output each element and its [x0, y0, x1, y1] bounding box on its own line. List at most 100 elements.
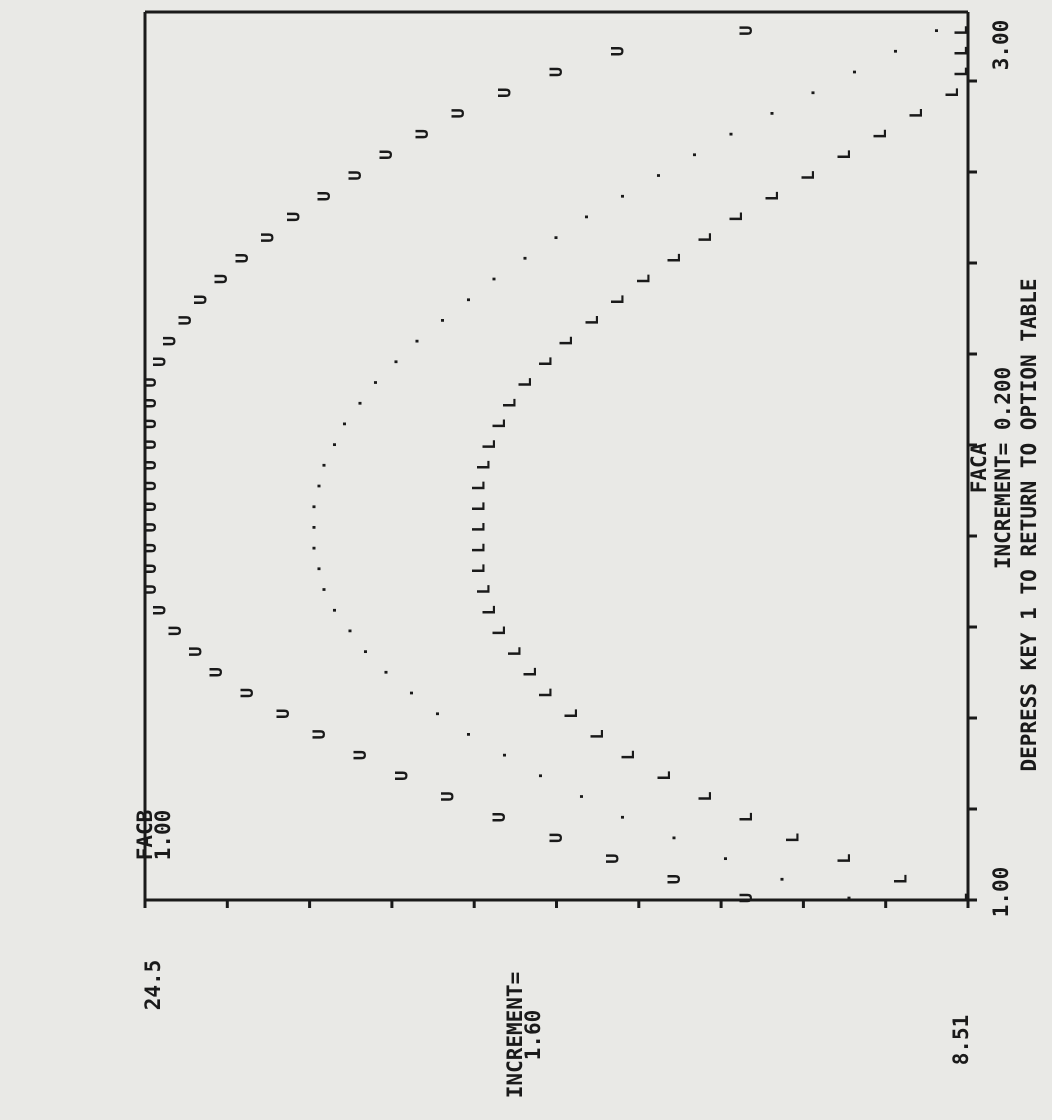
series-1-point: U	[150, 357, 170, 367]
data-marks: UUUUUUUUUUUUUUUUUUUUUUUUUUUUUUUUUUUUUUUU…	[141, 25, 972, 903]
series-1-point: U	[207, 667, 227, 677]
y-axis-title: FACB	[133, 810, 157, 861]
series-1-point: U	[346, 170, 366, 180]
series-3-point: L	[521, 667, 541, 677]
series-1-point: U	[141, 543, 161, 553]
series-1-point: U	[547, 833, 567, 843]
series-3-point: L	[655, 771, 675, 781]
series-1-point: U	[166, 626, 186, 636]
series-1-point: U	[150, 605, 170, 615]
series-3-point: L	[516, 377, 536, 387]
series-2-point: ·	[305, 543, 325, 553]
series-1-point: U	[351, 750, 371, 760]
series-3-point: L	[500, 398, 520, 408]
series-2-point: ·	[614, 812, 634, 822]
series-2-point: ·	[650, 170, 670, 180]
series-2-point: ·	[434, 315, 454, 325]
y-increment-label: INCREMENT=	[503, 972, 527, 1098]
series-1-point: U	[490, 812, 510, 822]
series-3-point: L	[480, 605, 500, 615]
series-1-point: U	[603, 853, 623, 863]
series-1-point: U	[284, 212, 304, 222]
series-2-point: ·	[310, 481, 330, 491]
series-1-point: U	[141, 584, 161, 594]
series-2-point: ·	[377, 667, 397, 677]
series-3-point: L	[737, 812, 757, 822]
series-1-point: U	[141, 439, 161, 449]
series-1-point: U	[413, 129, 433, 139]
x-tick-label-min: 1.00	[989, 867, 1013, 918]
series-2-point: ·	[310, 564, 330, 574]
series-1-point: U	[259, 232, 279, 242]
series-1-point: U	[141, 502, 161, 512]
series-2-point: ·	[722, 129, 742, 139]
series-1-point: U	[233, 253, 253, 263]
series-3-point: L	[537, 688, 557, 698]
series-3-point: L	[952, 46, 972, 56]
series-2-point: ·	[717, 853, 737, 863]
footer-instruction: DEPRESS KEY 1 TO RETURN TO OPTION TABLE	[1017, 278, 1041, 771]
series-3-point: L	[696, 232, 716, 242]
series-1-point: U	[238, 688, 258, 698]
series-2-point: ·	[408, 336, 428, 346]
series-3-point: L	[763, 191, 783, 201]
series-2-point: ·	[341, 626, 361, 636]
series-3-point: L	[835, 150, 855, 160]
x-tick-label-max: 3.00	[989, 20, 1013, 71]
series-3-point: L	[562, 709, 582, 719]
y-axis-value: 1.00	[151, 810, 175, 861]
series-1-point: U	[274, 709, 294, 719]
y-tick-label-min: 8.51	[949, 1015, 973, 1066]
x-axis-title: FACA	[967, 442, 991, 493]
series-1-point: U	[665, 874, 685, 884]
series-2-point: ·	[928, 25, 948, 35]
series-3-point: L	[537, 357, 557, 367]
series-2-point: ·	[840, 893, 860, 903]
series-1-point: U	[212, 274, 232, 284]
series-1-point: U	[495, 88, 515, 98]
series-2-point: ·	[305, 502, 325, 512]
series-1-point: U	[737, 893, 757, 903]
series-2-point: ·	[315, 584, 335, 594]
series-2-point: ·	[573, 791, 593, 801]
series-3-point: L	[609, 295, 629, 305]
series-1-point: U	[161, 336, 181, 346]
x-increment-label: INCREMENT= 0.200	[991, 367, 1015, 569]
y-increment-value: 1.60	[521, 1010, 545, 1061]
y-tick-label-max: 24.5	[141, 960, 165, 1011]
series-2-point: ·	[325, 605, 345, 615]
series-1-point: U	[609, 46, 629, 56]
series-1-point: U	[737, 25, 757, 35]
series-2-point: ·	[325, 439, 345, 449]
series-1-point: U	[141, 419, 161, 429]
series-2-point: ·	[665, 833, 685, 843]
x-axis-ticks	[968, 79, 977, 902]
series-2-point: ·	[804, 88, 824, 98]
series-2-point: ·	[578, 212, 598, 222]
series-3-point: L	[490, 626, 510, 636]
series-2-point: ·	[614, 191, 634, 201]
series-3-point: L	[952, 893, 972, 903]
series-1-point: U	[141, 460, 161, 470]
series-3-point: L	[952, 25, 972, 35]
series-2-point: ·	[403, 688, 423, 698]
series-1-point: U	[141, 377, 161, 387]
series-3-point: L	[619, 750, 639, 760]
series-2-point: ·	[485, 274, 505, 284]
series-1-point: U	[439, 791, 459, 801]
series-3-point: L	[835, 853, 855, 863]
series-3-point: L	[557, 336, 577, 346]
series-3-point: L	[871, 129, 891, 139]
series-3-point: L	[470, 481, 490, 491]
series-1-point: U	[315, 191, 335, 201]
series-3-point: L	[727, 212, 747, 222]
series-2-point: ·	[531, 771, 551, 781]
series-3-point: L	[475, 460, 495, 470]
series-2-point: ·	[305, 522, 325, 532]
series-3-point: L	[784, 833, 804, 843]
series-3-point: L	[470, 543, 490, 553]
series-2-point: ·	[459, 295, 479, 305]
series-3-point: L	[583, 315, 603, 325]
series-3-point: L	[907, 108, 927, 118]
